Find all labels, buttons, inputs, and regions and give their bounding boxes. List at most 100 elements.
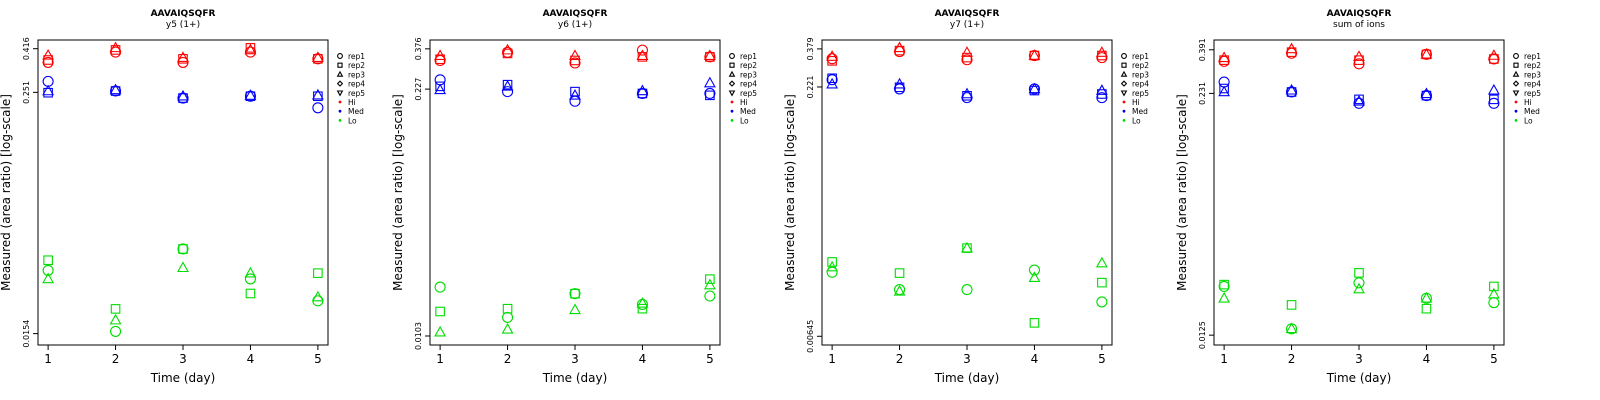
data-point <box>961 54 973 66</box>
legend-label: rep2 <box>1132 61 1149 70</box>
data-point <box>1285 83 1298 95</box>
legend-label: Med <box>348 107 364 116</box>
data-point <box>703 278 716 290</box>
chart-title: AAVAIQSQFR <box>1327 9 1392 19</box>
data-point <box>501 79 514 91</box>
data-point <box>434 74 446 86</box>
data-point <box>1489 281 1499 292</box>
data-point <box>244 43 257 55</box>
data-point <box>311 51 324 62</box>
data-point <box>244 266 257 278</box>
legend-marker <box>337 62 343 68</box>
data-point <box>570 55 580 66</box>
x-tick-label: 1 <box>436 352 444 366</box>
legend-label: rep4 <box>1132 80 1149 89</box>
data-point <box>569 303 581 315</box>
x-tick-label: 5 <box>1098 352 1106 366</box>
legend-label: rep2 <box>1524 61 1541 70</box>
data-point <box>1487 83 1500 95</box>
legend-marker <box>337 53 343 59</box>
data-point <box>502 303 513 314</box>
data-point <box>501 322 514 334</box>
legend-label: rep1 <box>1132 52 1149 61</box>
data-point <box>1028 271 1041 282</box>
data-point <box>1488 297 1500 309</box>
data-point <box>1420 90 1432 102</box>
data-point <box>1354 268 1364 278</box>
data-point <box>178 93 188 103</box>
x-axis-label: Time (day) <box>1326 371 1392 385</box>
y-tick-label: 0.231 <box>1198 82 1207 105</box>
y-tick-label: 0.221 <box>806 76 815 99</box>
legend-label: rep4 <box>348 80 365 89</box>
data-point <box>637 52 648 62</box>
x-axis-label: Time (day) <box>150 371 216 385</box>
data-point <box>1420 47 1433 59</box>
y-tick-label: 0.391 <box>1198 38 1207 61</box>
data-point <box>1285 42 1298 54</box>
data-point <box>893 41 906 53</box>
data-point <box>42 49 55 60</box>
chart-title: AAVAIQSQFR <box>151 9 216 19</box>
data-point <box>1286 87 1297 97</box>
legend-marker <box>336 90 344 97</box>
data-point <box>826 260 839 272</box>
data-point <box>826 50 839 61</box>
legend-color-dot <box>338 109 342 113</box>
legend-marker <box>1512 90 1520 97</box>
x-tick-label: 5 <box>314 352 322 366</box>
legend-marker <box>1513 53 1519 59</box>
x-tick-label: 1 <box>828 352 836 366</box>
legend-color-dot <box>1514 109 1518 113</box>
x-tick-label: 3 <box>963 352 971 366</box>
legend-label: Lo <box>1132 116 1141 125</box>
data-point <box>705 52 715 62</box>
y-tick-label: 0.376 <box>414 37 423 60</box>
data-point <box>962 52 972 63</box>
data-point <box>501 43 514 55</box>
y-tick-label: 0.0125 <box>1198 321 1207 349</box>
x-tick-label: 5 <box>1490 352 1498 366</box>
data-point <box>1219 83 1229 94</box>
data-point <box>1219 279 1229 290</box>
legend-label: rep4 <box>1524 80 1541 89</box>
data-point <box>1096 92 1108 104</box>
data-point <box>109 313 122 325</box>
legend-label: rep2 <box>348 61 365 70</box>
data-point <box>435 306 445 317</box>
data-point <box>1353 94 1365 106</box>
x-tick-label: 4 <box>1031 352 1039 366</box>
plot-frame <box>429 39 721 346</box>
data-point <box>311 88 324 100</box>
data-point <box>1487 49 1500 60</box>
data-point <box>703 76 716 88</box>
data-point <box>311 290 324 302</box>
data-point <box>110 86 121 96</box>
legend-label: rep3 <box>1132 70 1149 79</box>
data-point <box>894 268 905 278</box>
legend-marker <box>1120 70 1128 77</box>
data-point <box>961 284 973 296</box>
chart-subtitle: y6 (1+) <box>558 20 592 30</box>
legend-label: rep5 <box>348 89 365 98</box>
x-tick-label: 3 <box>1355 352 1363 366</box>
legend-label: rep1 <box>740 52 757 61</box>
data-point <box>1218 51 1231 63</box>
data-point <box>434 49 447 61</box>
legend-marker <box>729 62 735 68</box>
data-point <box>434 281 446 293</box>
data-point <box>569 88 581 100</box>
data-point <box>313 268 323 278</box>
y-axis-label: Measured (area ratio) [log-scale] <box>0 94 13 291</box>
x-axis-label: Time (day) <box>542 371 608 385</box>
y-axis-label: Measured (area ratio) [log-scale] <box>391 94 405 291</box>
data-point <box>704 51 716 63</box>
chart-subtitle: sum of ions <box>1333 20 1385 30</box>
legend-label: Hi <box>1524 98 1532 107</box>
data-point <box>705 274 715 284</box>
data-point <box>570 86 580 97</box>
legend-label: rep5 <box>1132 89 1149 98</box>
data-point <box>1353 97 1365 109</box>
